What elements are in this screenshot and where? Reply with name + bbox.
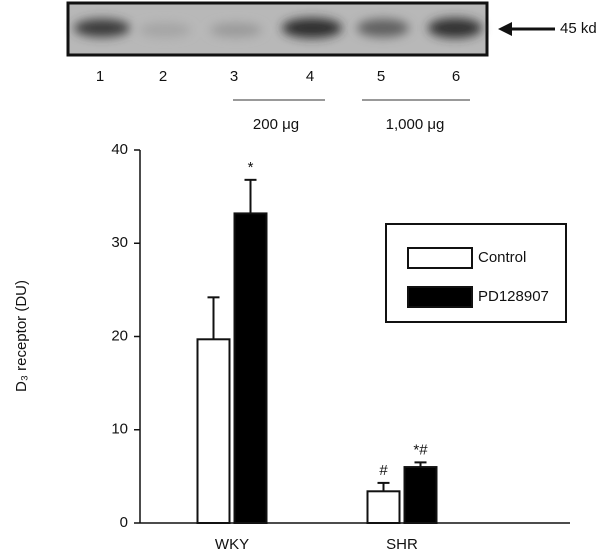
legend-swatch — [407, 286, 473, 308]
lane-label: 2 — [159, 68, 167, 85]
blot-bands — [74, 18, 482, 38]
lane-label: 6 — [452, 68, 460, 85]
lane-label: 1 — [96, 68, 104, 85]
x-tick-label: SHR — [386, 536, 418, 551]
y-tick-label: 0 — [120, 514, 128, 531]
y-axis-label: D₃ receptor (DU) — [13, 280, 30, 392]
significance-mark: * — [248, 159, 254, 176]
legend-label: PD128907 — [478, 288, 549, 305]
y-tick-label: 20 — [111, 327, 128, 344]
x-tick-label: WKY — [215, 536, 249, 551]
significance-mark: *# — [413, 441, 428, 458]
significance-mark: # — [379, 462, 388, 479]
marker-label: 45 kd — [560, 20, 597, 37]
lane-label: 5 — [377, 68, 385, 85]
legend-label: Control — [478, 249, 526, 266]
group-label: 1,000 μg — [386, 116, 445, 133]
blot-frame — [66, 1, 489, 57]
bar — [233, 212, 268, 524]
lane-label: 4 — [306, 68, 314, 85]
bar — [196, 338, 231, 524]
marker-arrowhead — [498, 22, 512, 36]
y-tick-label: 10 — [111, 421, 128, 438]
bar — [403, 466, 438, 524]
blot: 45 kd 200 μg 1,000 μg — [66, 1, 597, 133]
legend-swatch — [407, 247, 473, 269]
bar — [366, 490, 401, 525]
group-label: 200 μg — [253, 116, 299, 133]
y-tick-label: 40 — [111, 141, 128, 158]
y-tick-label: 30 — [111, 234, 128, 251]
lane-label: 3 — [230, 68, 238, 85]
